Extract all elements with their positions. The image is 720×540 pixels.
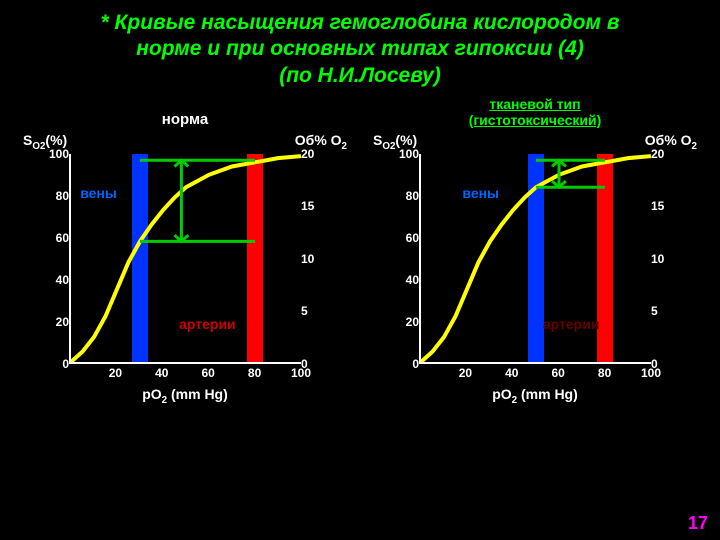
x-tick: 80	[598, 366, 611, 380]
chart-svg	[421, 154, 651, 362]
y-right-tick: 5	[301, 304, 325, 318]
title-line-2: норме и при основных типах гипоксии (4)	[30, 36, 690, 62]
artery-label: артерии	[543, 316, 600, 332]
artery-label: артерии	[179, 316, 236, 332]
y-left-tick: 60	[45, 231, 69, 245]
page-number: 17	[688, 513, 708, 534]
charts-row: нормаSO2(%)Об% O202040608010005101520вен…	[0, 94, 720, 406]
chart-right: тканевой тип(гистотоксический)SO2(%)Об% …	[365, 94, 705, 406]
slide-title: * Кривые насыщения гемоглобина кислородо…	[0, 0, 720, 94]
y-left-tick: 80	[395, 189, 419, 203]
x-axis-label: pO2 (mm Hg)	[15, 386, 355, 406]
y-right-tick: 5	[651, 304, 675, 318]
y-right-tick: 20	[651, 147, 675, 161]
y-left-tick: 60	[395, 231, 419, 245]
x-axis-label: pO2 (mm Hg)	[365, 386, 705, 406]
y-left-tick: 40	[395, 273, 419, 287]
y-left-tick: 20	[395, 315, 419, 329]
title-line-3: (по Н.И.Лосеву)	[30, 63, 690, 89]
vein-label: вены	[462, 185, 499, 201]
x-tick: 20	[459, 366, 472, 380]
y-left-tick: 0	[45, 357, 69, 371]
plot-area: 02040608010005101520веныартерии204060801…	[45, 154, 325, 384]
x-tick: 20	[109, 366, 122, 380]
y-left-tick: 80	[45, 189, 69, 203]
chart-subtitle: тканевой тип(гистотоксический)	[365, 94, 705, 132]
vein-label: вены	[80, 185, 117, 201]
y-left-tick: 0	[395, 357, 419, 371]
y-left-tick: 40	[45, 273, 69, 287]
x-tick: 40	[155, 366, 168, 380]
x-tick: 100	[641, 366, 661, 380]
y-left-tick: 100	[45, 147, 69, 161]
y-right-tick: 15	[301, 199, 325, 213]
y-left-tick: 20	[45, 315, 69, 329]
y-right-tick: 10	[651, 252, 675, 266]
x-tick: 60	[552, 366, 565, 380]
x-tick: 40	[505, 366, 518, 380]
y-left-tick: 100	[395, 147, 419, 161]
chart-subtitle: норма	[15, 94, 355, 132]
y-right-tick: 10	[301, 252, 325, 266]
y-right-tick: 20	[301, 147, 325, 161]
x-tick: 60	[202, 366, 215, 380]
title-line-1: * Кривые насыщения гемоглобина кислородо…	[30, 10, 690, 36]
plot-area: 02040608010005101520веныартерии204060801…	[395, 154, 675, 384]
chart-left: нормаSO2(%)Об% O202040608010005101520вен…	[15, 94, 355, 406]
x-tick: 100	[291, 366, 311, 380]
x-tick: 80	[248, 366, 261, 380]
y-right-tick: 15	[651, 199, 675, 213]
